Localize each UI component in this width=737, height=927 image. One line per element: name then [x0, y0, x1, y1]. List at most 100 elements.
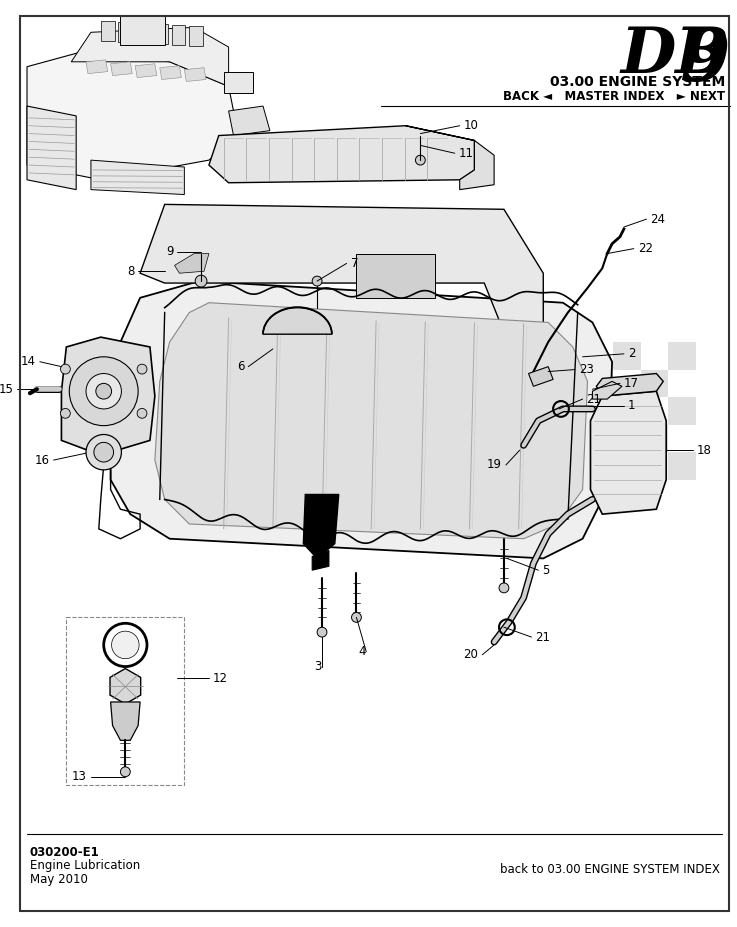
Polygon shape [172, 25, 185, 45]
Polygon shape [111, 702, 140, 741]
Bar [558, 452, 586, 480]
Polygon shape [101, 21, 114, 41]
Circle shape [86, 435, 122, 470]
Text: 6: 6 [237, 360, 245, 374]
Bar [640, 370, 668, 397]
Circle shape [111, 631, 139, 659]
Bar [668, 342, 696, 370]
Polygon shape [263, 308, 332, 335]
Polygon shape [111, 62, 132, 76]
Polygon shape [111, 281, 612, 558]
Text: 11: 11 [458, 146, 474, 159]
Polygon shape [312, 551, 329, 570]
Polygon shape [209, 126, 475, 183]
Bar [613, 452, 640, 480]
Text: 4: 4 [359, 645, 366, 658]
Bar [586, 370, 613, 397]
Polygon shape [304, 494, 339, 558]
Circle shape [60, 364, 70, 374]
Polygon shape [86, 60, 108, 73]
Text: car  parts: car parts [225, 451, 390, 479]
Polygon shape [119, 22, 132, 42]
Polygon shape [590, 391, 666, 514]
Bar [640, 425, 668, 452]
Circle shape [96, 384, 111, 400]
Text: 13: 13 [72, 770, 87, 783]
Text: 2: 2 [628, 348, 635, 361]
Polygon shape [593, 381, 622, 400]
Polygon shape [27, 52, 239, 180]
Bar [613, 342, 640, 370]
Text: 8: 8 [127, 265, 134, 278]
Polygon shape [596, 374, 663, 396]
Text: Engine Lubrication: Engine Lubrication [30, 859, 140, 872]
Polygon shape [175, 254, 209, 273]
Circle shape [94, 442, 113, 462]
Circle shape [317, 628, 327, 637]
Text: 20: 20 [464, 648, 478, 661]
Polygon shape [184, 68, 206, 82]
Text: 030200-E1: 030200-E1 [30, 845, 99, 858]
Circle shape [60, 409, 70, 418]
Bar [66, 617, 184, 784]
Text: 16: 16 [35, 453, 49, 466]
Polygon shape [71, 28, 228, 86]
Polygon shape [110, 668, 141, 704]
Bar [668, 397, 696, 425]
Bar [586, 425, 613, 452]
Circle shape [352, 613, 361, 622]
Text: back to 03.00 ENGINE SYSTEM INDEX: back to 03.00 ENGINE SYSTEM INDEX [500, 863, 720, 876]
Polygon shape [140, 204, 543, 332]
Circle shape [120, 767, 130, 777]
Polygon shape [155, 303, 587, 539]
Text: 21: 21 [535, 630, 551, 643]
Text: 9: 9 [166, 245, 173, 258]
Bar [668, 452, 696, 480]
Text: Scuderia: Scuderia [205, 410, 410, 451]
Polygon shape [136, 23, 150, 44]
Bar [224, 71, 254, 94]
Bar [613, 397, 640, 425]
Text: 17: 17 [624, 377, 639, 390]
Polygon shape [228, 106, 270, 135]
Polygon shape [154, 24, 167, 44]
Text: BACK ◄   MASTER INDEX   ► NEXT: BACK ◄ MASTER INDEX ► NEXT [503, 90, 725, 103]
Circle shape [137, 409, 147, 418]
Bar [120, 16, 164, 45]
Bar [558, 342, 586, 370]
Circle shape [86, 374, 122, 409]
Text: 9: 9 [629, 25, 730, 96]
Circle shape [69, 357, 138, 425]
Text: DB: DB [621, 25, 730, 87]
Text: 18: 18 [696, 444, 711, 457]
Text: 1: 1 [628, 400, 635, 413]
Circle shape [195, 275, 207, 287]
Text: 10: 10 [464, 120, 478, 133]
Polygon shape [189, 26, 203, 46]
Bar [357, 254, 435, 298]
Text: 7: 7 [351, 257, 358, 270]
Text: 03.00 ENGINE SYSTEM: 03.00 ENGINE SYSTEM [550, 74, 725, 89]
Polygon shape [135, 64, 157, 78]
Text: 5: 5 [542, 564, 550, 577]
Polygon shape [405, 126, 494, 190]
Text: 19: 19 [487, 459, 502, 472]
Polygon shape [160, 66, 181, 80]
Text: 3: 3 [315, 660, 322, 673]
Polygon shape [61, 337, 155, 455]
Circle shape [499, 583, 509, 592]
Text: 23: 23 [579, 363, 593, 376]
Polygon shape [91, 160, 184, 195]
Text: 15: 15 [0, 383, 13, 396]
Text: 12: 12 [213, 672, 228, 685]
Text: May 2010: May 2010 [30, 873, 88, 886]
Circle shape [416, 155, 425, 165]
Bar [558, 397, 586, 425]
Circle shape [312, 276, 322, 286]
Polygon shape [27, 106, 76, 190]
Polygon shape [528, 367, 553, 387]
Text: 22: 22 [638, 242, 653, 255]
Text: 24: 24 [651, 212, 666, 225]
Text: 14: 14 [21, 355, 36, 368]
Circle shape [137, 364, 147, 374]
